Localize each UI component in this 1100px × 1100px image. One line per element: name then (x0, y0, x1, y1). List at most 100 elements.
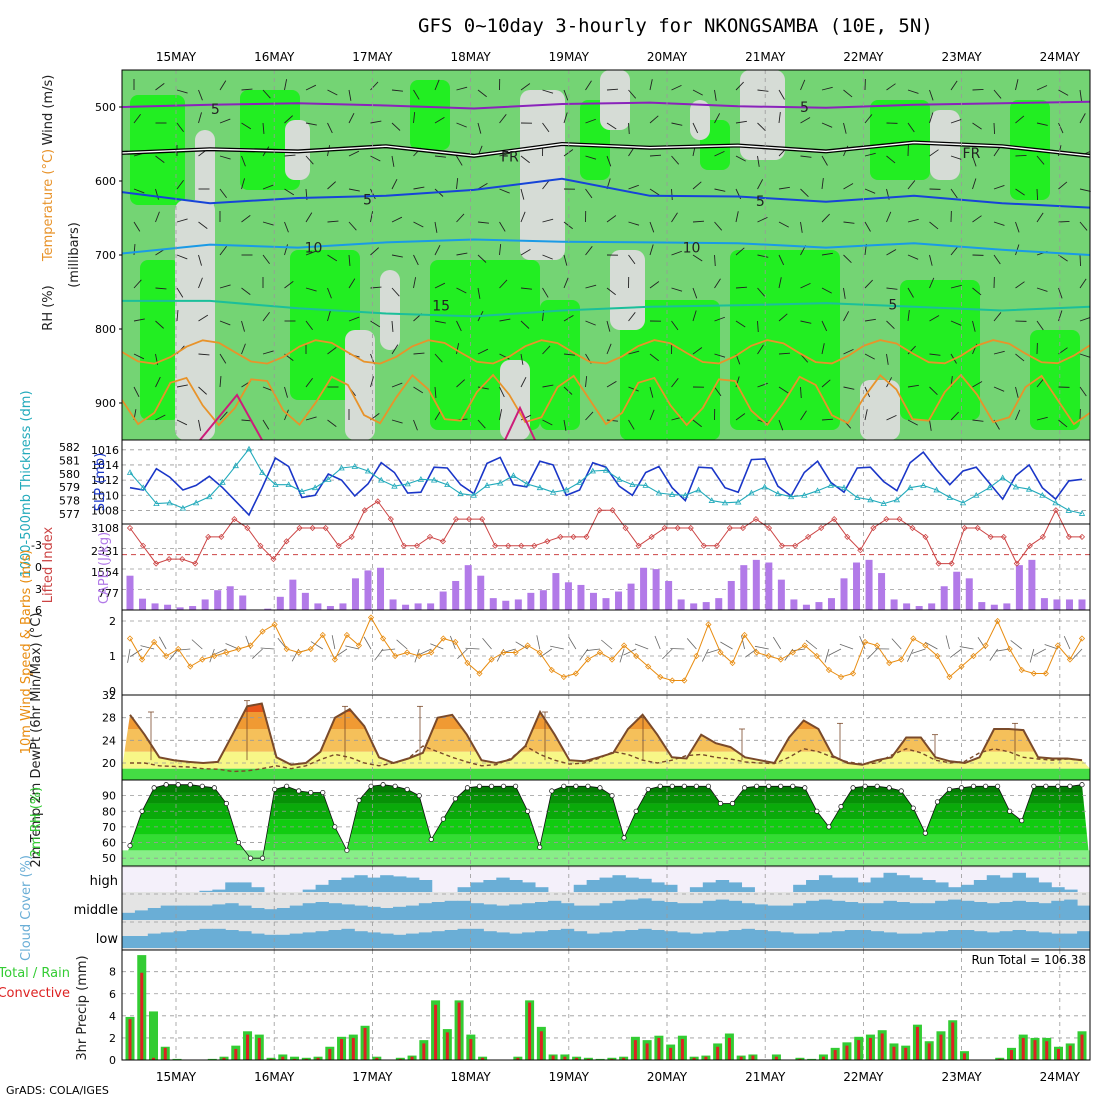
day-label-top: 17MAY (352, 50, 393, 64)
li-marker (739, 524, 746, 532)
cape-bar (389, 599, 397, 610)
wind-barb (434, 386, 437, 398)
cloud-bar-low (535, 931, 549, 948)
cloud-bar-high (728, 882, 743, 892)
wind-barb (262, 122, 265, 134)
wind-barb (305, 212, 313, 223)
li-marker (765, 524, 773, 532)
cloud-bar-low (341, 928, 355, 948)
rh-dry-patch (345, 330, 375, 440)
thickness-marker (140, 484, 147, 491)
wind-marker (789, 649, 796, 656)
day-label-top: 24MAY (1040, 50, 1081, 64)
wind-barb (305, 287, 317, 292)
cloud-bar-middle (238, 905, 252, 920)
wind-barb (241, 215, 251, 223)
rh-moist-patch (290, 250, 360, 400)
rh-moist-patch (410, 80, 450, 150)
precip-total-bar (795, 1057, 805, 1060)
wind-barb (542, 287, 549, 298)
wind-barb (821, 418, 834, 421)
wind-barb (741, 635, 745, 650)
wind-barb (1015, 188, 1025, 196)
cloud-bar-low (1051, 933, 1065, 948)
cloud-bar-low (702, 932, 717, 948)
day-label-top: 19MAY (549, 50, 590, 64)
rh-marker (814, 808, 820, 814)
cloud-bar-high (625, 877, 639, 892)
cloud-bar-low (496, 932, 510, 948)
precip-convective-bar (657, 1037, 661, 1060)
thickness-marker (311, 484, 319, 491)
li-marker (857, 547, 864, 554)
rh-dry-patch (600, 70, 630, 130)
li-tick-label: 6 (35, 604, 42, 617)
wind-barb (950, 155, 962, 160)
cloud-bar-middle (496, 905, 510, 920)
cloud-bar-middle (173, 905, 188, 920)
wind-barb (950, 320, 962, 326)
cloud-bar-middle (212, 904, 226, 920)
cloud-bar-low (818, 932, 833, 948)
rh2m-axis-label: 2m RH (%) (29, 787, 44, 858)
rh-marker (886, 785, 892, 791)
wind-barb (649, 115, 659, 124)
day-label-bottom: 19MAY (549, 1070, 590, 1084)
precip-convective-bar (821, 1056, 825, 1060)
wind-marker (560, 673, 567, 681)
wind-barb (140, 645, 155, 650)
wind-barb (757, 216, 768, 223)
wind-barb (662, 648, 673, 660)
thickness-marker (563, 486, 570, 493)
cloud-bar-middle (715, 899, 730, 920)
thickness-marker (430, 476, 438, 483)
wind-barb (456, 213, 465, 223)
precip-convective-bar (1080, 1034, 1084, 1060)
cloud-bar-low (986, 932, 1001, 948)
li-marker (1039, 533, 1046, 540)
precip-convective-bar (328, 1048, 332, 1060)
precip-convective-bar (939, 1034, 943, 1060)
thickness-marker (854, 494, 861, 500)
cape-bar (439, 591, 447, 610)
thickness-marker (973, 491, 980, 498)
wind-marker (1006, 645, 1013, 653)
wind-barb (929, 353, 941, 356)
wind-barb (277, 637, 287, 650)
cloud-bar-high (225, 882, 239, 892)
wind-barb (586, 648, 601, 652)
thickness-marker (206, 493, 213, 500)
wind-barb (381, 648, 396, 651)
wind-barb (434, 116, 445, 124)
lifted-index-cape-panel: 3108 2331 1554 777 -3 0 3 6 (31, 498, 1091, 617)
cloud-bar-high (380, 875, 394, 892)
thickness-marker (748, 489, 755, 496)
cloud-bar-middle (405, 905, 420, 920)
wind-barb (563, 89, 569, 101)
wind-barb (911, 648, 926, 654)
wind-barb (692, 287, 698, 299)
rh-marker (549, 788, 555, 794)
wind-barb (191, 639, 203, 650)
thickness-marker (986, 484, 993, 491)
wind-marker (922, 642, 929, 649)
wind-barb (542, 384, 554, 388)
wind-barb (671, 287, 683, 292)
precip-convective-bar (469, 1039, 473, 1060)
cloud-bar-high (1051, 887, 1065, 892)
cape-bar (690, 603, 698, 610)
wind-barb (864, 152, 876, 157)
wind-barb (520, 211, 526, 223)
cloud-bar-middle (380, 908, 394, 920)
wind-barb (391, 178, 398, 190)
wind-barb (499, 386, 505, 398)
li-marker (335, 542, 342, 549)
cloud-bar-middle (444, 900, 459, 920)
rh-marker (428, 836, 434, 842)
cloud-bar-middle (367, 906, 381, 920)
rh-marker (440, 816, 446, 822)
wind-barb (520, 155, 530, 164)
wind-barb (1036, 212, 1044, 223)
rh-marker (1067, 783, 1073, 789)
wind-barb (176, 287, 184, 298)
